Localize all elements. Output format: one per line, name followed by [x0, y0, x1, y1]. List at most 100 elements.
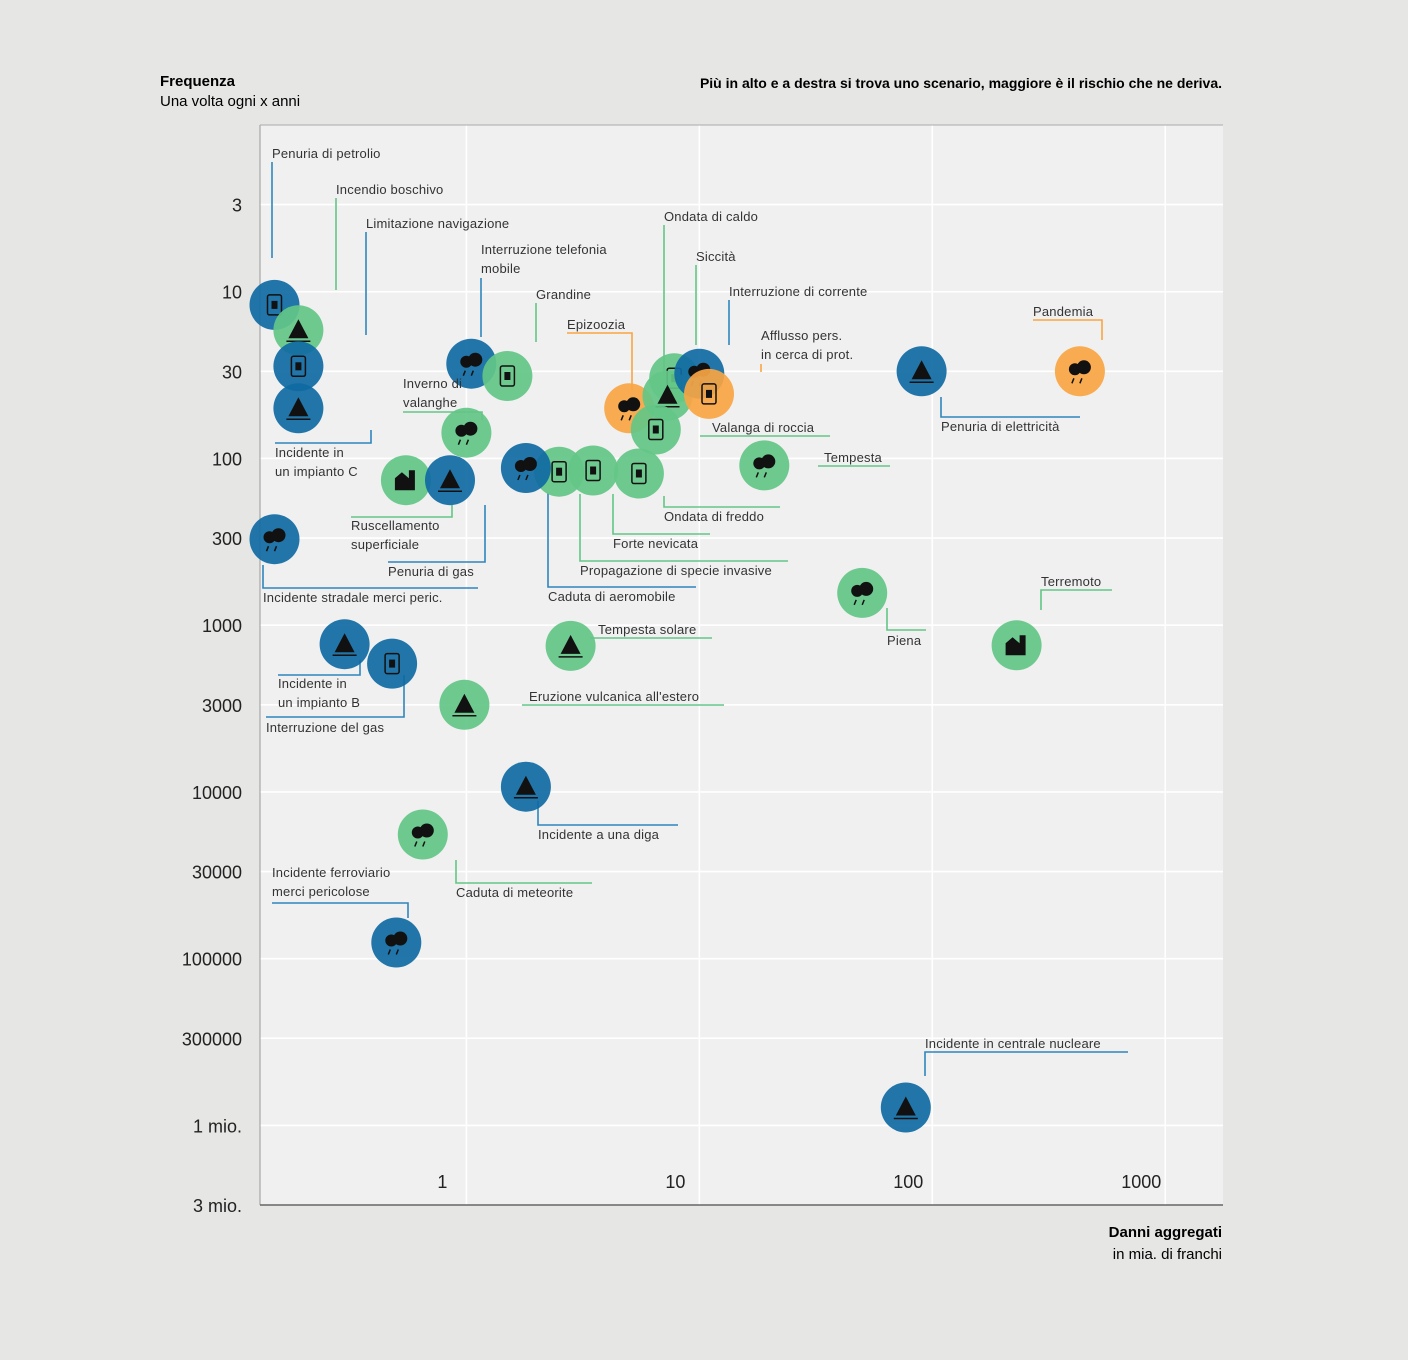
- scenario-points: [249, 279, 1105, 1133]
- scenario-point[interactable]: [880, 1082, 931, 1133]
- scenario-point[interactable]: [500, 443, 551, 493]
- scenario-label: Incidente stradale merci peric.: [263, 590, 443, 605]
- scenario-point[interactable]: [613, 448, 664, 499]
- leader-line: [275, 430, 372, 444]
- runoff-icon: [394, 470, 415, 491]
- y-tick-label: 300: [212, 529, 242, 549]
- scenario-label: valanghe: [403, 395, 457, 410]
- leader-line: [612, 494, 710, 535]
- virus-icon: [1068, 360, 1091, 384]
- leader-line: [547, 493, 696, 588]
- leader-lines: [262, 162, 1128, 1076]
- scenario-point[interactable]: [439, 679, 490, 730]
- leader-line: [1040, 589, 1112, 610]
- gas-icon: [438, 469, 462, 492]
- scenario-label: Interruzione del gas: [266, 720, 384, 735]
- leader-line: [388, 505, 486, 563]
- scenario-label: Siccità: [696, 249, 736, 264]
- scenario-labels: Penuria di petrolio Incendio boschivo Limi…: [263, 146, 1101, 1051]
- scenario-point[interactable]: [545, 620, 596, 671]
- scenario-point[interactable]: [273, 383, 324, 434]
- y-tick-label: 100000: [182, 950, 242, 970]
- scenario-label: Caduta di meteorite: [456, 885, 573, 900]
- scenario-point[interactable]: [425, 455, 475, 506]
- scenario-point[interactable]: [1054, 346, 1105, 397]
- y-tick-labels: 3 10 30 100 300 1000 3000 10000 30000 100000 30000…: [182, 196, 242, 1216]
- scenario-label: in cerca di prot.: [761, 347, 853, 362]
- leader-line: [567, 332, 633, 390]
- leader-line: [278, 660, 361, 676]
- leader-line: [924, 1051, 1128, 1076]
- x-tick-labels: 1 10 100 1000: [437, 1172, 1161, 1192]
- ship-icon: [290, 355, 307, 378]
- scenario-point[interactable]: [991, 620, 1042, 671]
- leader-line: [537, 801, 678, 826]
- y-axis-title: Frequenza: [160, 73, 236, 90]
- battery-icon: [909, 360, 934, 384]
- scenario-point[interactable]: [319, 619, 370, 670]
- scenario-point[interactable]: [273, 305, 324, 356]
- scenario-point[interactable]: [397, 809, 448, 860]
- scenario-label: Valanga di roccia: [712, 420, 815, 435]
- avalanche-icon: [455, 421, 478, 445]
- scenario-label: un impianto B: [278, 695, 360, 710]
- scenario-point[interactable]: [273, 341, 324, 392]
- x-tick-label: 100: [893, 1172, 923, 1192]
- y-tick-label: 1 mio.: [193, 1116, 242, 1136]
- leader-line: [579, 494, 788, 562]
- scenario-point[interactable]: [500, 761, 551, 812]
- nuclear-icon: [893, 1096, 918, 1120]
- scenario-point[interactable]: [441, 407, 492, 458]
- scenario-label: Tempesta solare: [598, 622, 696, 637]
- scenario-point[interactable]: [739, 440, 790, 491]
- scenario-label: Interruzione telefonia: [481, 242, 607, 257]
- sun-icon: [558, 634, 583, 658]
- scenario-point[interactable]: [367, 638, 418, 689]
- gas-pipe-icon: [384, 652, 400, 675]
- scenario-label: Penuria di petrolio: [272, 146, 381, 161]
- scenario-label: merci pericolose: [272, 884, 370, 899]
- scenario-label: Penuria di elettricità: [941, 419, 1060, 434]
- y-tick-label: 10000: [192, 783, 242, 803]
- leader-line: [351, 505, 453, 518]
- storm-icon: [753, 454, 776, 478]
- scenario-point[interactable]: [837, 567, 888, 618]
- y-tick-label: 3 mio.: [193, 1196, 242, 1216]
- rockfall-icon: [648, 418, 664, 441]
- scenario-label: Ondata di caldo: [664, 209, 758, 224]
- plant-c-icon: [286, 397, 311, 421]
- scenario-point[interactable]: [684, 368, 734, 419]
- scenario-label: Propagazione di specie invasive: [580, 563, 772, 578]
- scenario-label: Penuria di gas: [388, 564, 474, 579]
- scenario-label: Incidente a una diga: [538, 827, 660, 842]
- flood-icon: [851, 581, 874, 606]
- scenario-label: Limitazione navigazione: [366, 216, 509, 231]
- y-tick-label: 1000: [202, 616, 242, 636]
- scenario-label: Tempesta: [824, 450, 883, 465]
- scenario-point[interactable]: [249, 514, 300, 565]
- x-axis-title: Danni aggregati: [1109, 1224, 1222, 1241]
- scenario-label: Ondata di freddo: [664, 509, 764, 524]
- scenario-point[interactable]: [896, 346, 947, 397]
- leader-line: [886, 608, 926, 631]
- volcano-icon: [452, 693, 477, 717]
- scenario-label: Grandine: [536, 287, 591, 302]
- y-tick-label: 30000: [192, 863, 242, 883]
- scenario-label: Caduta di aeromobile: [548, 589, 676, 604]
- y-tick-label: 3000: [202, 696, 242, 716]
- scenario-label: mobile: [481, 261, 521, 276]
- scenario-point[interactable]: [380, 455, 431, 506]
- fuel-icon: [266, 294, 283, 316]
- scenario-point[interactable]: [371, 917, 422, 968]
- scenario-label: un impianto C: [275, 464, 358, 479]
- y-tick-label: 10: [222, 283, 242, 303]
- scenario-label: Eruzione vulcanica all'estero: [529, 689, 699, 704]
- scenario-label: Terremoto: [1041, 574, 1101, 589]
- scenario-label: Incidente in centrale nucleare: [925, 1036, 1101, 1051]
- scenario-point[interactable]: [630, 404, 681, 455]
- scenario-point[interactable]: [482, 351, 533, 401]
- phone-icon: [460, 352, 483, 376]
- scenario-label: Epizoozia: [567, 317, 626, 332]
- gridlines: [260, 125, 1223, 1205]
